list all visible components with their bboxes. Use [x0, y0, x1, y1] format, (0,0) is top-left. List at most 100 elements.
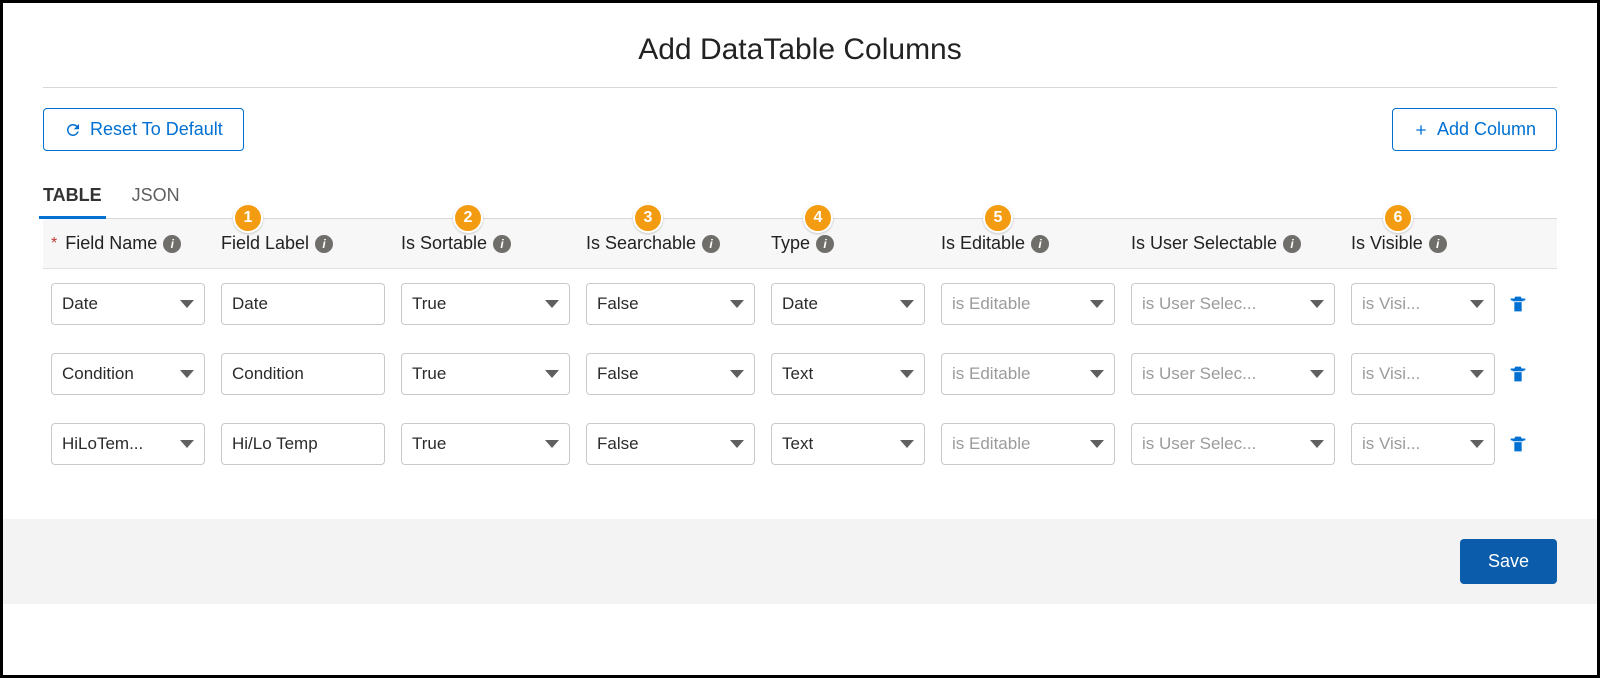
info-icon[interactable]: i [315, 235, 333, 253]
table-row: HiLoTem... Hi/Lo Temp True False Text is Edit… [43, 409, 1557, 479]
delete-icon[interactable] [1507, 293, 1529, 315]
column-header: Is Editablei [933, 233, 1123, 254]
field-name-dropdown[interactable]: Date [51, 283, 205, 325]
is-visible-dropdown-value: is Visi... [1362, 364, 1420, 384]
is-searchable-dropdown[interactable]: False [586, 353, 755, 395]
is-user-selectable-dropdown[interactable]: is User Selec... [1131, 353, 1335, 395]
field-name-dropdown[interactable]: Condition [51, 353, 205, 395]
table-row: Date Date True False Date is Editable is User … [43, 269, 1557, 339]
is-editable-dropdown[interactable]: is Editable [941, 283, 1115, 325]
table-cell: is Visi... [1343, 423, 1503, 465]
is-sortable-dropdown[interactable]: True [401, 423, 570, 465]
field-name-dropdown[interactable]: HiLoTem... [51, 423, 205, 465]
field-name-dropdown-value: Date [62, 294, 98, 314]
reset-to-default-button[interactable]: Reset To Default [43, 108, 244, 151]
tab-json[interactable]: JSON [132, 179, 180, 218]
info-icon[interactable]: i [1031, 235, 1049, 253]
tab-table[interactable]: TABLE [43, 179, 102, 218]
is-user-selectable-dropdown-value: is User Selec... [1142, 364, 1256, 384]
callout-badge: 1 [233, 203, 263, 233]
is-visible-dropdown[interactable]: is Visi... [1351, 283, 1495, 325]
chevron-down-icon [180, 370, 194, 378]
column-header-label: Field Label [221, 233, 309, 254]
column-header: Field Label i [213, 233, 393, 254]
chevron-down-icon [1470, 370, 1484, 378]
info-icon[interactable]: i [493, 235, 511, 253]
is-sortable-dropdown-value: True [412, 364, 446, 384]
chevron-down-icon [730, 440, 744, 448]
type-dropdown-value: Text [782, 434, 813, 454]
column-header: *Field Namei [43, 233, 213, 254]
column-header: Typei [763, 233, 933, 254]
type-dropdown[interactable]: Text [771, 353, 925, 395]
info-icon[interactable]: i [1429, 235, 1447, 253]
table-area: *Field NameiField Labeli1Is Sortablei2Is… [43, 219, 1557, 479]
info-icon[interactable]: i [1283, 235, 1301, 253]
required-asterisk: * [51, 235, 57, 253]
table-cell: Text [763, 423, 933, 465]
plus-icon [1413, 122, 1429, 138]
table-row: Condition Condition True False Text is Editab… [43, 339, 1557, 409]
is-searchable-dropdown-value: False [597, 434, 639, 454]
column-header-label: Is Searchable [586, 233, 696, 254]
table-cell: True [393, 423, 578, 465]
is-editable-dropdown-value: is Editable [952, 294, 1030, 314]
column-header: Is Visiblei [1343, 233, 1503, 254]
delete-icon[interactable] [1507, 433, 1529, 455]
chevron-down-icon [545, 370, 559, 378]
is-sortable-dropdown[interactable]: True [401, 353, 570, 395]
is-sortable-dropdown[interactable]: True [401, 283, 570, 325]
column-header-label: Is Sortable [401, 233, 487, 254]
is-searchable-dropdown[interactable]: False [586, 283, 755, 325]
refresh-icon [64, 121, 82, 139]
chevron-down-icon [1470, 440, 1484, 448]
delete-cell [1503, 363, 1533, 385]
info-icon[interactable]: i [702, 235, 720, 253]
type-dropdown-value: Text [782, 364, 813, 384]
field-label-input[interactable]: Hi/Lo Temp [221, 423, 385, 465]
reset-button-label: Reset To Default [90, 119, 223, 140]
is-user-selectable-dropdown[interactable]: is User Selec... [1131, 423, 1335, 465]
chevron-down-icon [900, 440, 914, 448]
is-searchable-dropdown[interactable]: False [586, 423, 755, 465]
chevron-down-icon [545, 300, 559, 308]
is-editable-dropdown[interactable]: is Editable [941, 423, 1115, 465]
tabs: TABLE JSON [43, 179, 1557, 219]
is-editable-dropdown[interactable]: is Editable [941, 353, 1115, 395]
chevron-down-icon [545, 440, 559, 448]
delete-icon[interactable] [1507, 363, 1529, 385]
info-icon[interactable]: i [163, 235, 181, 253]
is-user-selectable-dropdown-value: is User Selec... [1142, 294, 1256, 314]
table-cell: Date [213, 283, 393, 325]
field-label-input[interactable]: Date [221, 283, 385, 325]
chevron-down-icon [730, 370, 744, 378]
add-column-label: Add Column [1437, 119, 1536, 140]
chevron-down-icon [1090, 300, 1104, 308]
table-cell: Condition [43, 353, 213, 395]
chevron-down-icon [1470, 300, 1484, 308]
is-user-selectable-dropdown[interactable]: is User Selec... [1131, 283, 1335, 325]
table-cell: False [578, 353, 763, 395]
chevron-down-icon [900, 300, 914, 308]
table-cell: is Editable [933, 423, 1123, 465]
callout-badge: 3 [633, 203, 663, 233]
page-title: Add DataTable Columns [43, 33, 1557, 67]
column-header: Is User Selectablei [1123, 233, 1343, 254]
column-header: Is Sortable i [393, 233, 578, 254]
add-column-button[interactable]: Add Column [1392, 108, 1557, 151]
type-dropdown[interactable]: Text [771, 423, 925, 465]
type-dropdown[interactable]: Date [771, 283, 925, 325]
table-cell: HiLoTem... [43, 423, 213, 465]
is-visible-dropdown[interactable]: is Visi... [1351, 353, 1495, 395]
save-button[interactable]: Save [1460, 539, 1557, 584]
table-cell: Text [763, 353, 933, 395]
table-cell: False [578, 423, 763, 465]
table-cell: True [393, 283, 578, 325]
is-sortable-dropdown-value: True [412, 294, 446, 314]
is-editable-dropdown-value: is Editable [952, 364, 1030, 384]
callout-badge: 6 [1383, 203, 1413, 233]
is-visible-dropdown[interactable]: is Visi... [1351, 423, 1495, 465]
table-cell: is Editable [933, 353, 1123, 395]
info-icon[interactable]: i [816, 235, 834, 253]
field-label-input[interactable]: Condition [221, 353, 385, 395]
